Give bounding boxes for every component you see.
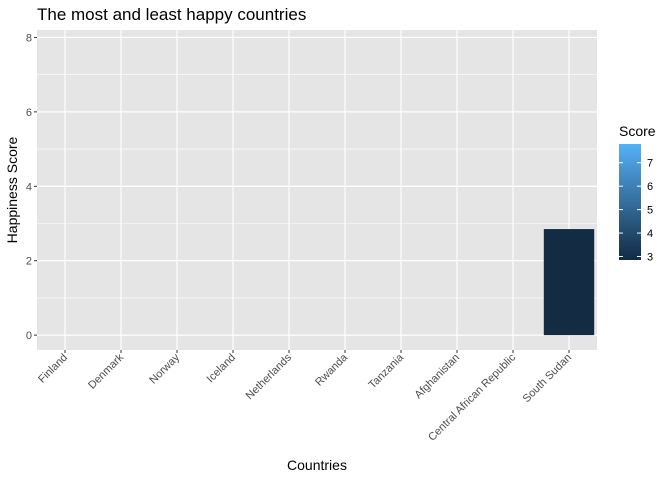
grid-minor	[37, 74, 597, 299]
plot-panel	[37, 30, 597, 350]
legend-ticks: 3 4 5 6 7	[619, 158, 653, 263]
y-tick-label: 6	[26, 107, 32, 119]
chart-title: The most and least happy countries	[37, 5, 306, 24]
bars	[543, 229, 595, 336]
legend-label: 4	[647, 228, 653, 240]
x-tick-label: Rwanda	[313, 351, 351, 389]
y-tick-label: 0	[26, 330, 32, 342]
x-tick-label: Iceland	[205, 352, 239, 386]
x-tick-label: Norway	[147, 351, 182, 386]
legend-title: Score	[619, 123, 656, 139]
y-tick-label: 2	[26, 256, 32, 268]
y-tick-label: 4	[26, 181, 32, 193]
legend-colorbar	[619, 144, 641, 260]
x-axis: Finland Denmark Norway Iceland Netherlands Rw…	[36, 350, 574, 444]
x-tick-label: Denmark	[86, 351, 126, 391]
legend-label: 6	[647, 181, 653, 193]
legend-label: 3	[647, 251, 653, 263]
legend-label: 7	[647, 158, 653, 170]
x-tick-label: Netherlands	[244, 351, 295, 402]
x-tick-label: Finland	[36, 352, 70, 386]
y-tick-label: 8	[26, 32, 32, 44]
y-axis-title: Happiness Score	[4, 136, 20, 243]
legend: Score 3 4 5 6 7	[619, 123, 656, 263]
bar	[543, 229, 595, 336]
x-tick-label: Tanzania	[366, 351, 406, 391]
x-tick-label: South Sudan	[521, 352, 574, 405]
x-axis-title: Countries	[287, 457, 347, 473]
y-axis: 0 2 4 6 8	[26, 32, 37, 342]
x-tick-label: Afghanistan	[413, 352, 463, 402]
legend-label: 5	[647, 205, 653, 217]
